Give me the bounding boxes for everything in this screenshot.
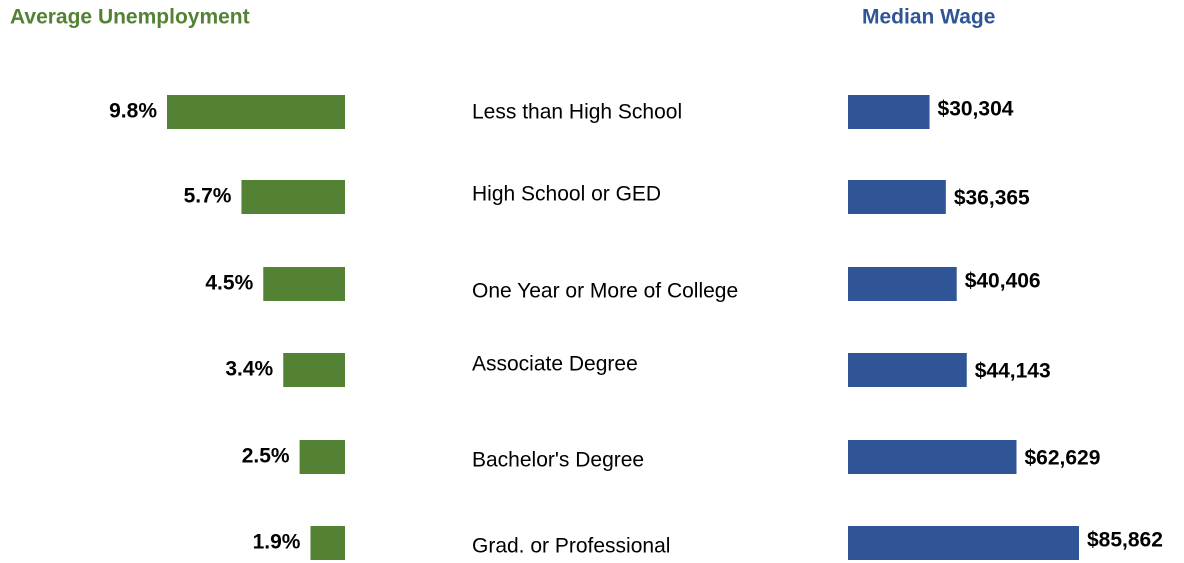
value-label: 3.4%	[225, 358, 273, 381]
bar	[241, 180, 345, 214]
value-label: $85,862	[1087, 529, 1163, 552]
bar	[167, 95, 345, 129]
bar	[848, 95, 930, 129]
category-label: Associate Degree	[472, 353, 638, 376]
bar	[263, 267, 345, 301]
right-title: Median Wage	[862, 6, 995, 29]
bar	[283, 353, 345, 387]
value-label: $44,143	[975, 360, 1051, 383]
value-label: 2.5%	[242, 445, 290, 468]
value-label: $36,365	[954, 187, 1030, 210]
bar	[848, 267, 957, 301]
category-label: High School or GED	[472, 183, 661, 206]
value-label: 4.5%	[205, 272, 253, 295]
category-label: Less than High School	[472, 101, 682, 124]
category-label: Grad. or Professional	[472, 535, 670, 558]
value-label: $62,629	[1024, 447, 1100, 470]
value-label: 1.9%	[253, 531, 301, 554]
left-title: Average Unemployment	[10, 6, 250, 29]
value-label: $30,304	[938, 98, 1014, 121]
value-label: 5.7%	[184, 185, 232, 208]
category-label: Bachelor's Degree	[472, 449, 644, 472]
bar	[848, 526, 1079, 560]
value-label: 9.8%	[109, 100, 157, 123]
value-label: $40,406	[965, 270, 1041, 293]
bar	[848, 180, 946, 214]
bar	[848, 353, 967, 387]
bar	[310, 526, 345, 560]
bar	[299, 440, 345, 474]
bar	[848, 440, 1017, 474]
category-label: One Year or More of College	[472, 280, 738, 303]
